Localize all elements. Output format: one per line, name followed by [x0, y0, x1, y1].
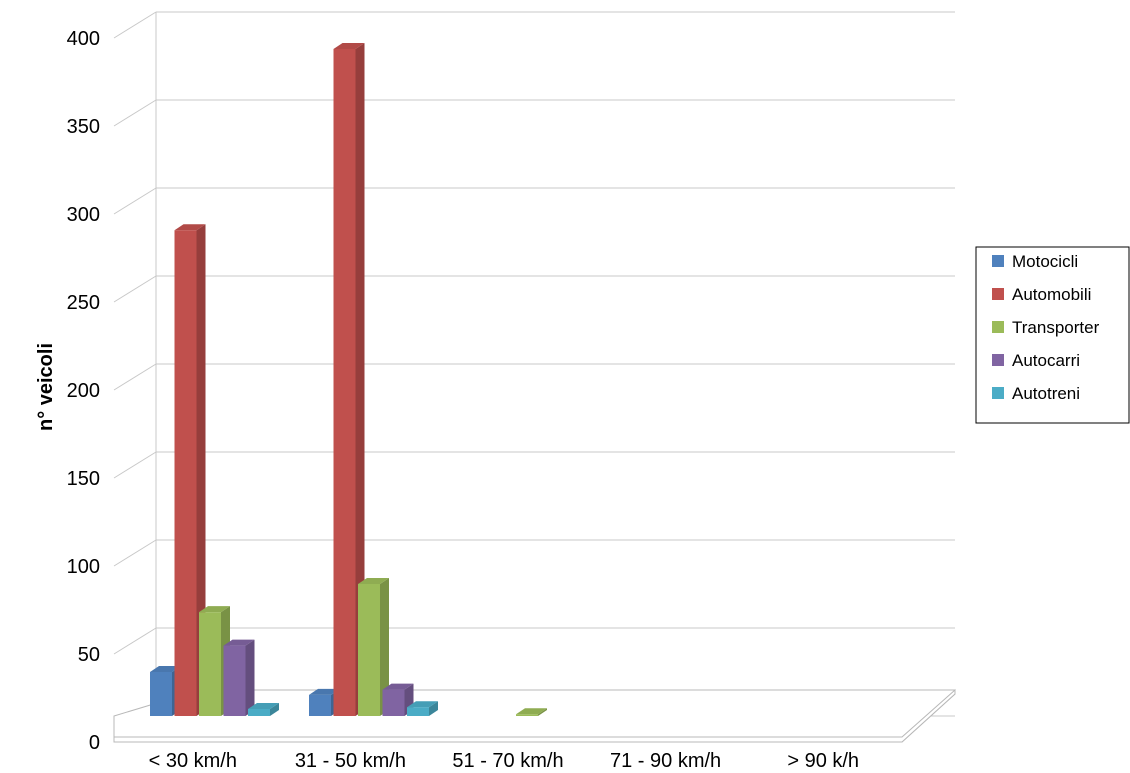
x-tick-label: > 90 k/h	[787, 750, 859, 772]
bar-transporter-1	[358, 578, 389, 716]
y-tick-label: 350	[67, 116, 100, 138]
legend-label: Motocicli	[1012, 252, 1078, 271]
legend-swatch	[992, 255, 1004, 267]
legend-item-transporter: Transporter	[992, 318, 1100, 337]
legend-label: Transporter	[1012, 318, 1100, 337]
legend-swatch	[992, 387, 1004, 399]
gridline-side	[113, 451, 157, 479]
legend-swatch	[992, 288, 1004, 300]
gridline-side	[113, 275, 157, 303]
bars	[150, 42, 547, 717]
y-tick-label: 300	[67, 204, 100, 226]
bar-autocarri-1	[382, 683, 414, 716]
bar-autotreni-0	[248, 702, 279, 716]
legend-label: Automobili	[1012, 285, 1091, 304]
gridline-side	[113, 363, 157, 391]
legend: Motocicli Automobili Transporter Autocarri A…	[975, 246, 1130, 424]
bar-motocicli-1	[309, 688, 340, 716]
legend-item-automobili: Automobili	[992, 285, 1091, 304]
legend-item-autotreni: Autotreni	[992, 384, 1080, 403]
legend-label: Autotreni	[1012, 384, 1080, 403]
bar-automobili-0	[174, 224, 206, 717]
y-tick-label: 100	[67, 556, 100, 578]
y-tick-label: 150	[67, 468, 100, 490]
y-axis-ticks: 0 50 100 150 200 250 300 350 400	[67, 28, 100, 754]
x-tick-label: < 30 km/h	[149, 750, 237, 772]
legend-swatch	[992, 321, 1004, 333]
legend-item-motocicli: Motocicli	[992, 252, 1078, 271]
legend-item-autocarri: Autocarri	[992, 351, 1080, 370]
gridline-side	[113, 99, 157, 127]
legend-swatch	[992, 354, 1004, 366]
y-axis-title: n° veicoli	[35, 343, 57, 431]
gridline-side	[113, 11, 157, 39]
gridline-side	[113, 187, 157, 215]
bar-autotreni-1	[407, 701, 438, 716]
y-tick-label: 50	[78, 644, 100, 666]
y-tick-label: 200	[67, 380, 100, 402]
y-tick-label: 250	[67, 292, 100, 314]
x-tick-label: 31 - 50 km/h	[295, 750, 406, 772]
gridline-side	[113, 627, 157, 655]
legend-label: Autocarri	[1012, 351, 1080, 370]
gridlines	[113, 11, 956, 743]
bar-transporter-2	[516, 708, 547, 716]
x-tick-label: 71 - 90 km/h	[610, 750, 721, 772]
x-axis-ticks: < 30 km/h 31 - 50 km/h 51 - 70 km/h 71 - 90…	[149, 750, 859, 772]
y-tick-label: 400	[67, 28, 100, 50]
floor-edge	[113, 688, 956, 743]
bar-autocarri-0	[223, 639, 255, 716]
x-tick-label: 51 - 70 km/h	[452, 750, 563, 772]
gridline-side	[113, 539, 157, 567]
bar-automobili-1	[333, 42, 365, 716]
y-tick-label: 0	[89, 732, 100, 754]
